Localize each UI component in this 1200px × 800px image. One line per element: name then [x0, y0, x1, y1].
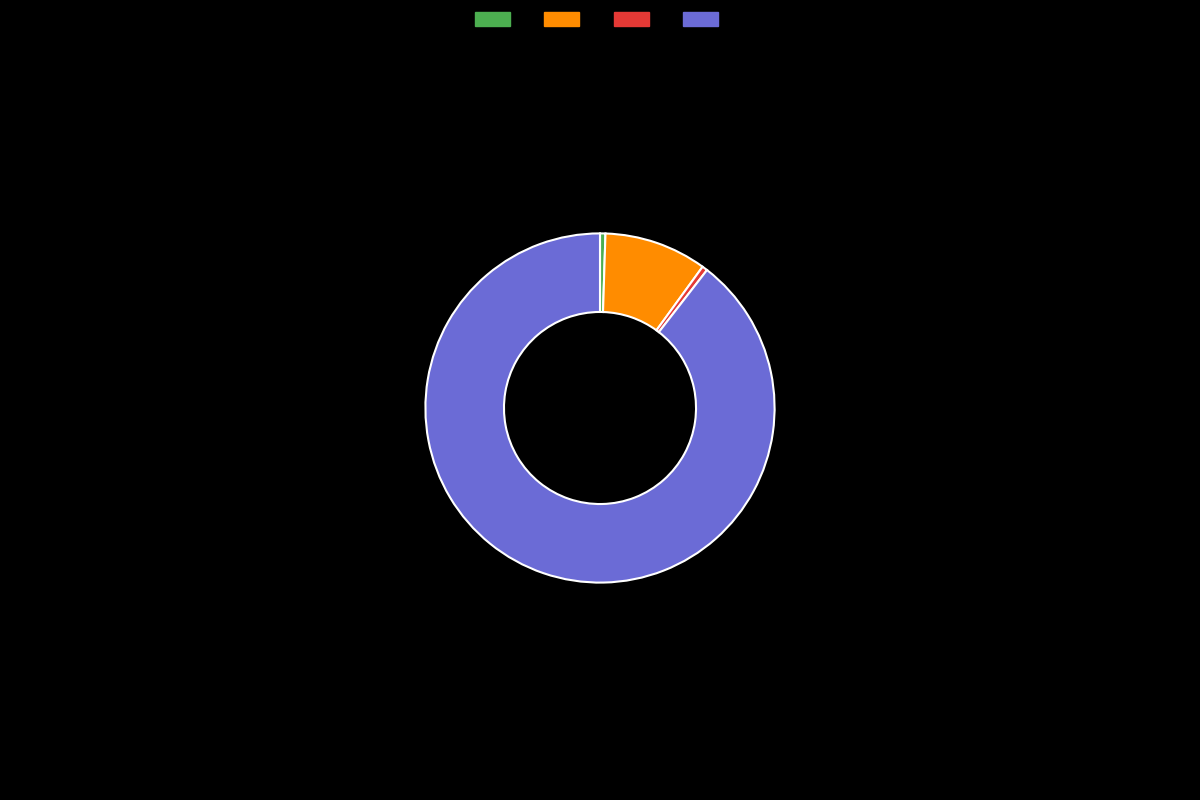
Wedge shape — [656, 266, 707, 332]
Legend: , , , : , , , — [469, 6, 731, 33]
Wedge shape — [600, 234, 606, 312]
Wedge shape — [426, 234, 774, 582]
Wedge shape — [604, 234, 703, 330]
